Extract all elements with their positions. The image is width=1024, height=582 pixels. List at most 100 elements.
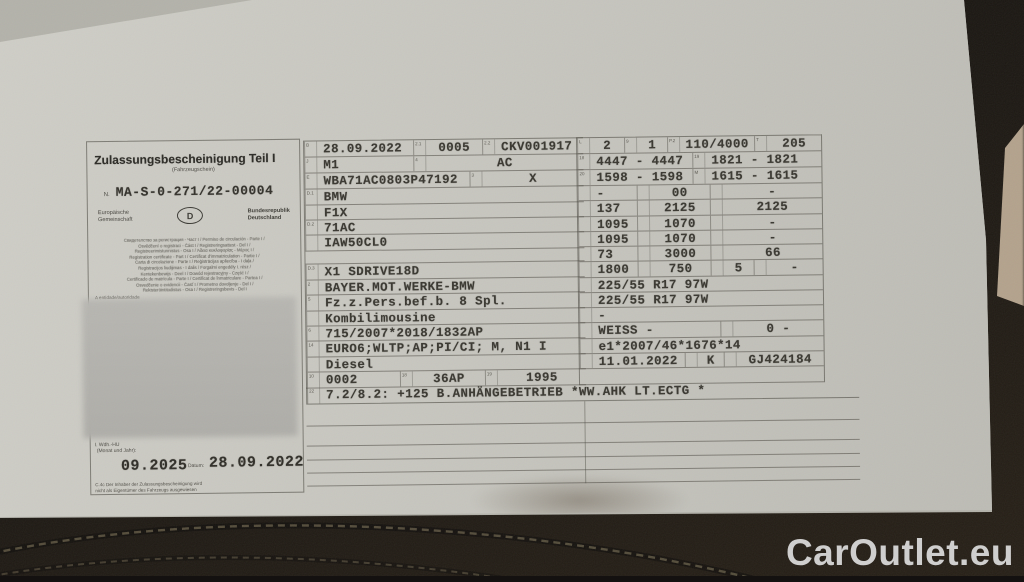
- field-code: [636, 200, 650, 216]
- field-code: J: [304, 157, 318, 173]
- field-value: -: [768, 215, 777, 230]
- field-code: 3: [469, 171, 483, 187]
- redacted-owner-data: [81, 296, 298, 439]
- field-code: [753, 259, 767, 276]
- field-value: 73: [597, 247, 614, 263]
- field-value: 1070: [664, 231, 697, 247]
- field-code: D.3: [305, 264, 319, 280]
- owner-footnote: C.4c Der Inhaber der Zulassungsbescheini…: [95, 480, 295, 494]
- document-number-label: N.: [103, 192, 110, 199]
- country-label: Bundesrepublik Deutschland: [248, 207, 290, 222]
- field-value: GJ424184: [748, 352, 812, 368]
- field-value: 2125: [756, 199, 789, 215]
- field-code: [720, 321, 734, 337]
- field-value: 66: [764, 245, 781, 261]
- field-value: -: [596, 186, 605, 202]
- field-value: WBA71AC0803P47192: [323, 172, 458, 189]
- field-code: 6: [306, 326, 320, 341]
- field-value: 225/55 R17 97W: [597, 292, 709, 309]
- field-value: -: [598, 308, 607, 324]
- field-code: 2.1: [413, 140, 427, 156]
- field-code: [684, 352, 698, 367]
- field-value: 750: [668, 261, 693, 277]
- field-code: [723, 352, 737, 367]
- field-code: [304, 205, 319, 220]
- field-code: [709, 199, 723, 215]
- field-code: [578, 262, 592, 278]
- field-value: 1598 - 1598: [596, 169, 684, 186]
- field-value: 1995: [526, 370, 558, 385]
- field-code: 5: [305, 295, 320, 311]
- field-value: 205: [782, 136, 807, 151]
- field-code: [637, 246, 651, 261]
- field-code: [710, 230, 724, 245]
- field-value: WEISS -: [598, 323, 654, 339]
- field-code: [577, 201, 591, 217]
- empty-rows: [306, 397, 861, 487]
- field-code: [578, 247, 592, 262]
- field-code: [636, 185, 650, 200]
- field-code: M: [692, 168, 706, 184]
- field-code: [579, 339, 593, 354]
- field-code: [578, 232, 592, 247]
- field-code: 19: [692, 152, 706, 168]
- field-code: 9: [624, 137, 638, 153]
- field-value: 2125: [663, 200, 696, 216]
- field-code: 2.2: [482, 139, 496, 155]
- field-value: 1095: [597, 232, 629, 248]
- document-title: Zulassungsbescheinigung Teil I: [94, 150, 276, 168]
- field-code: [710, 245, 724, 260]
- field-code: [579, 308, 593, 323]
- field-value: 28.09.2022: [323, 141, 403, 157]
- field-value: -: [768, 230, 777, 245]
- next-inspection-value: 09.2025: [120, 457, 188, 475]
- field-code: [579, 323, 593, 339]
- field-value: K: [706, 353, 715, 368]
- field-value: AC: [496, 156, 513, 171]
- field-code: T: [754, 135, 768, 152]
- field-code: [578, 293, 593, 308]
- field-value: 137: [596, 201, 621, 217]
- field-code: [709, 215, 724, 230]
- field-code: [579, 354, 593, 369]
- field-code: 4: [413, 156, 427, 172]
- fine-print-line: Rekisteröintitodistus - Osa I / Registre…: [142, 286, 247, 293]
- field-value: 4447 - 4447: [596, 153, 684, 170]
- document-subtitle: (Fahrzeugschein): [171, 166, 215, 174]
- field-value: 3000: [664, 246, 697, 262]
- technical-data-table: L 2 9 1 P.2 110/4000 T 205 18 4447 - 4447 19 1821 -…: [576, 134, 826, 386]
- field-value: 1095: [597, 217, 629, 233]
- field-value: CKV001917: [501, 139, 573, 155]
- field-code: 22: [307, 387, 321, 404]
- field-value: 0005: [438, 140, 471, 155]
- field-value: 110/4000: [685, 137, 749, 152]
- field-code: 18: [399, 371, 414, 387]
- field-code: [637, 261, 651, 277]
- field-code: [577, 217, 592, 232]
- document-header-block: Zulassungsbescheinigung Teil I (Fahrzeug…: [81, 138, 305, 496]
- field-code: [710, 260, 724, 276]
- field-code: [709, 184, 723, 199]
- country-code-badge: D: [176, 206, 204, 225]
- registration-date-value: 28.09.2022: [208, 453, 305, 472]
- country-label-line1: Bundesrepublik: [247, 207, 290, 214]
- field-value: 1070: [664, 216, 696, 232]
- eu-country-row: Europäische Gemeinschaft D Bundesrepubli…: [98, 206, 290, 225]
- field-value: 1821 - 1821: [711, 152, 799, 168]
- field-value: 0002: [325, 372, 358, 388]
- field-code: D.2: [305, 220, 319, 235]
- field-code: P.2: [667, 137, 681, 153]
- multilingual-fine-print: Свидетелство за регистрация - Част I / P…: [92, 236, 297, 294]
- eu-label: Europäische Gemeinschaft: [98, 209, 133, 223]
- field-code: [637, 231, 651, 246]
- field-code: L: [577, 138, 591, 154]
- eu-label-line2: Gemeinschaft: [97, 216, 133, 223]
- country-label-line2: Deutschland: [247, 214, 282, 221]
- field-code: 2: [305, 280, 319, 295]
- field-code: 19: [484, 370, 499, 386]
- document-number: MA-S-0-271/22-00004: [115, 183, 274, 200]
- field-value: e1*2007/46*1676*14: [598, 338, 741, 355]
- field-value: 36AP: [433, 371, 465, 387]
- field-value: 1800: [597, 262, 630, 278]
